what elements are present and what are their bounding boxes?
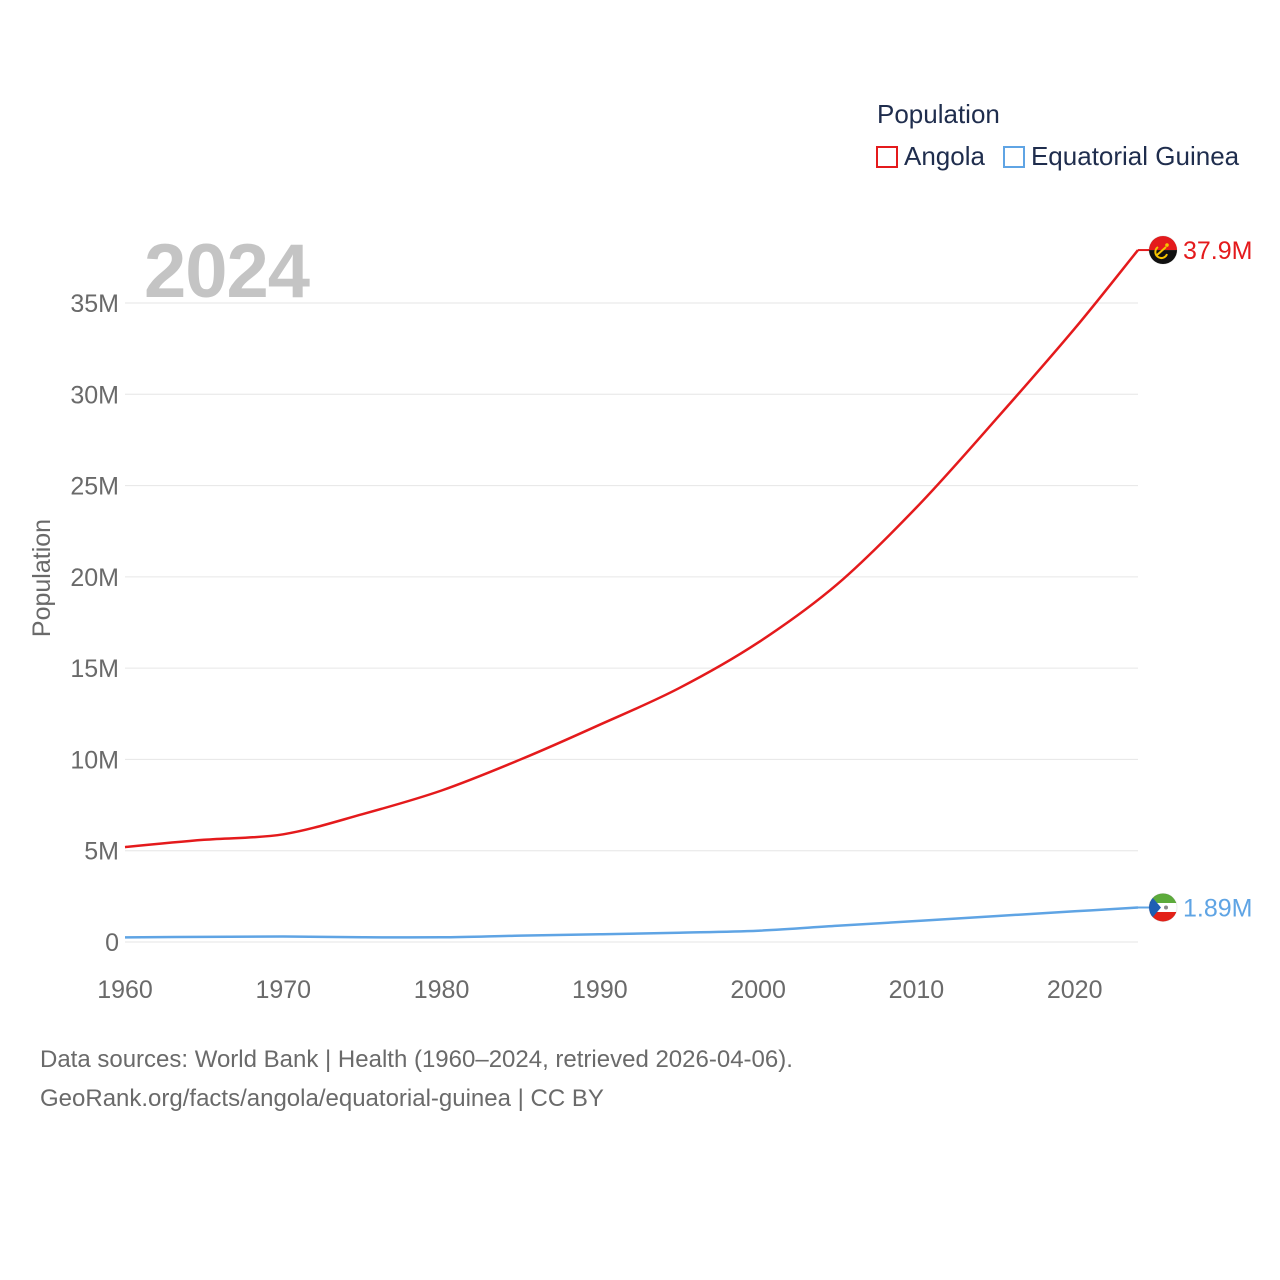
equatorial-guinea-flag-icon <box>1148 892 1178 922</box>
legend-item-equatorial-guinea[interactable]: Equatorial Guinea <box>1002 141 1240 172</box>
legend-swatch-angola <box>876 145 898 168</box>
series-line-angola <box>124 249 1139 849</box>
y-tick-label: 15M <box>70 655 119 683</box>
grid-lines <box>125 302 1138 943</box>
data-source-note: Data sources: World Bank | Health (1960–… <box>40 1046 793 1073</box>
legend-label-angola: Angola <box>904 141 985 171</box>
series-lines <box>124 249 1139 939</box>
y-tick-label: 10M <box>70 746 119 774</box>
x-tick-labels: 1960 1970 1980 1990 2000 2010 2020 <box>97 976 1102 1004</box>
x-tick-label: 1980 <box>414 976 470 1004</box>
attribution-link[interactable]: GeoRank.org/facts/angola/equatorial-guin… <box>40 1085 604 1112</box>
series-line-equatorial-guinea <box>124 906 1139 939</box>
y-tick-label: 20M <box>70 564 119 592</box>
y-tick-label: 0 <box>105 929 119 957</box>
end-value-label-equatorial-guinea: 1.89M <box>1183 894 1252 922</box>
y-tick-label: 30M <box>70 381 119 409</box>
x-tick-label: 2020 <box>1047 976 1103 1004</box>
y-tick-label: 5M <box>84 838 119 866</box>
legend: Angola Equatorial Guinea <box>876 141 1257 172</box>
current-year-label: 2024 <box>144 229 310 314</box>
x-tick-label: 1970 <box>255 976 311 1004</box>
legend-label-equatorial-guinea: Equatorial Guinea <box>1030 141 1240 171</box>
x-tick-label: 2000 <box>730 976 786 1004</box>
y-tick-label: 35M <box>70 290 119 318</box>
x-tick-label: 2010 <box>889 976 945 1004</box>
legend-title: Population <box>877 99 1000 129</box>
y-axis-label: Population <box>28 519 56 637</box>
end-value-label-angola: 37.9M <box>1183 237 1252 265</box>
y-tick-labels: 0 5M 10M 15M 20M 25M 30M 35M <box>70 290 119 957</box>
y-tick-label: 25M <box>70 473 119 501</box>
legend-swatch-equatorial-guinea <box>1002 145 1025 168</box>
angola-flag-icon <box>1148 235 1178 265</box>
x-tick-label: 1990 <box>572 976 628 1004</box>
end-markers: 37.9M 1.89M <box>1138 235 1252 922</box>
x-tick-label: 1960 <box>97 976 153 1004</box>
legend-item-angola[interactable]: Angola <box>876 141 985 172</box>
